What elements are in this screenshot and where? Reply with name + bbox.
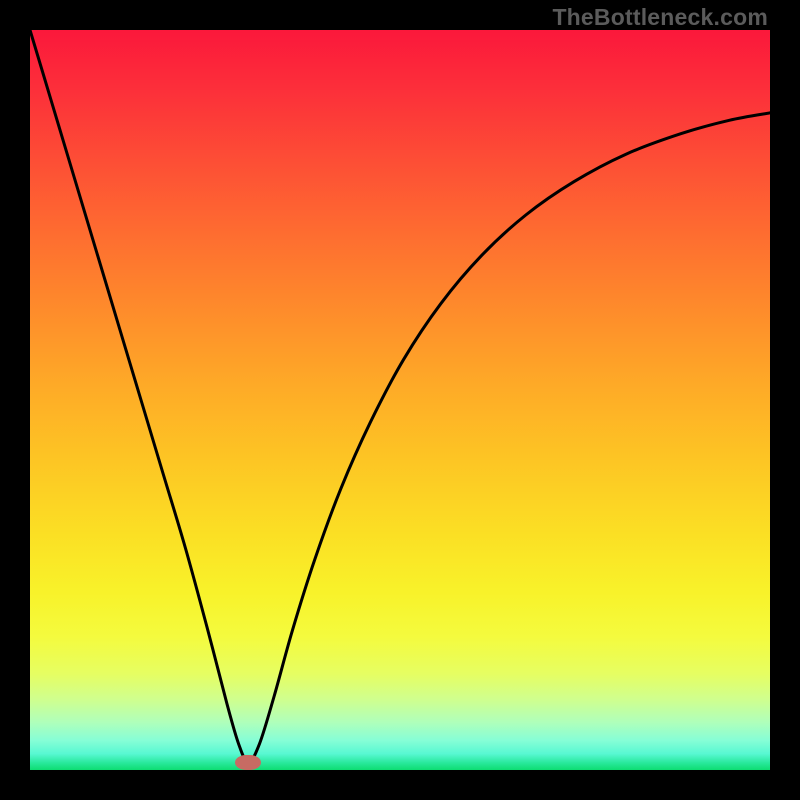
watermark-text: TheBottleneck.com: [552, 4, 768, 31]
minimum-marker: [235, 755, 261, 770]
plot-area: [30, 30, 770, 770]
bottleneck-curve: [30, 30, 770, 770]
chart-container: TheBottleneck.com: [0, 0, 800, 800]
curve-path: [30, 30, 770, 763]
